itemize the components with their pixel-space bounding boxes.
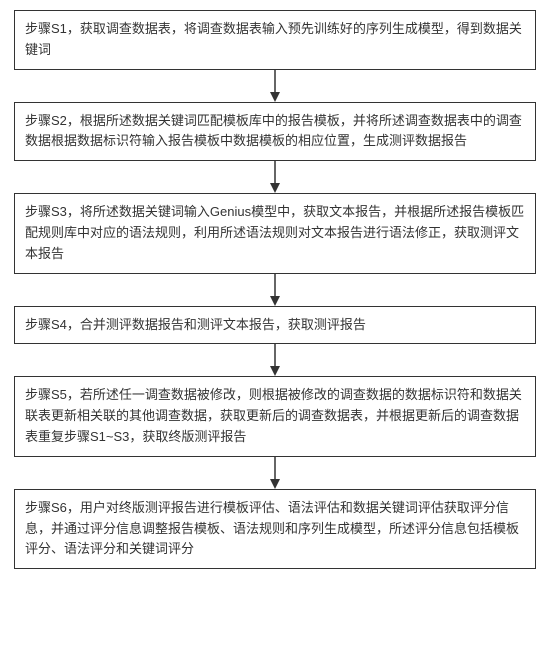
arrow-s5-s6 <box>265 457 285 489</box>
arrow-s2-s3 <box>265 161 285 193</box>
arrow-icon <box>265 70 285 102</box>
flowchart-node-s2: 步骤S2，根据所述数据关键词匹配模板库中的报告模板，并将所述调查数据表中的调查数… <box>14 102 536 162</box>
flowchart-node-s3: 步骤S3，将所述数据关键词输入Genius模型中，获取文本报告，并根据所述报告模… <box>14 193 536 273</box>
arrow-s3-s4 <box>265 274 285 306</box>
node-text: 步骤S5，若所述任一调查数据被修改，则根据被修改的调查数据的数据标识符和数据关联… <box>25 387 522 444</box>
node-text: 步骤S2，根据所述数据关键词匹配模板库中的报告模板，并将所述调查数据表中的调查数… <box>25 113 522 149</box>
node-text: 步骤S6，用户对终版测评报告进行模板评估、语法评估和数据关键词评估获取评分信息，… <box>25 500 519 557</box>
arrow-icon <box>265 274 285 306</box>
arrow-s4-s5 <box>265 344 285 376</box>
flowchart-node-s5: 步骤S5，若所述任一调查数据被修改，则根据被修改的调查数据的数据标识符和数据关联… <box>14 376 536 456</box>
flowchart-node-s1: 步骤S1，获取调查数据表，将调查数据表输入预先训练好的序列生成模型，得到数据关键… <box>14 10 536 70</box>
flowchart-node-s4: 步骤S4，合并测评数据报告和测评文本报告，获取测评报告 <box>14 306 536 345</box>
arrow-icon <box>265 161 285 193</box>
flowchart-node-s6: 步骤S6，用户对终版测评报告进行模板评估、语法评估和数据关键词评估获取评分信息，… <box>14 489 536 569</box>
arrow-icon <box>265 344 285 376</box>
node-text: 步骤S3，将所述数据关键词输入Genius模型中，获取文本报告，并根据所述报告模… <box>25 204 524 261</box>
node-text: 步骤S1，获取调查数据表，将调查数据表输入预先训练好的序列生成模型，得到数据关键… <box>25 21 522 57</box>
arrow-icon <box>265 457 285 489</box>
arrow-s1-s2 <box>265 70 285 102</box>
node-text: 步骤S4，合并测评数据报告和测评文本报告，获取测评报告 <box>25 317 366 332</box>
